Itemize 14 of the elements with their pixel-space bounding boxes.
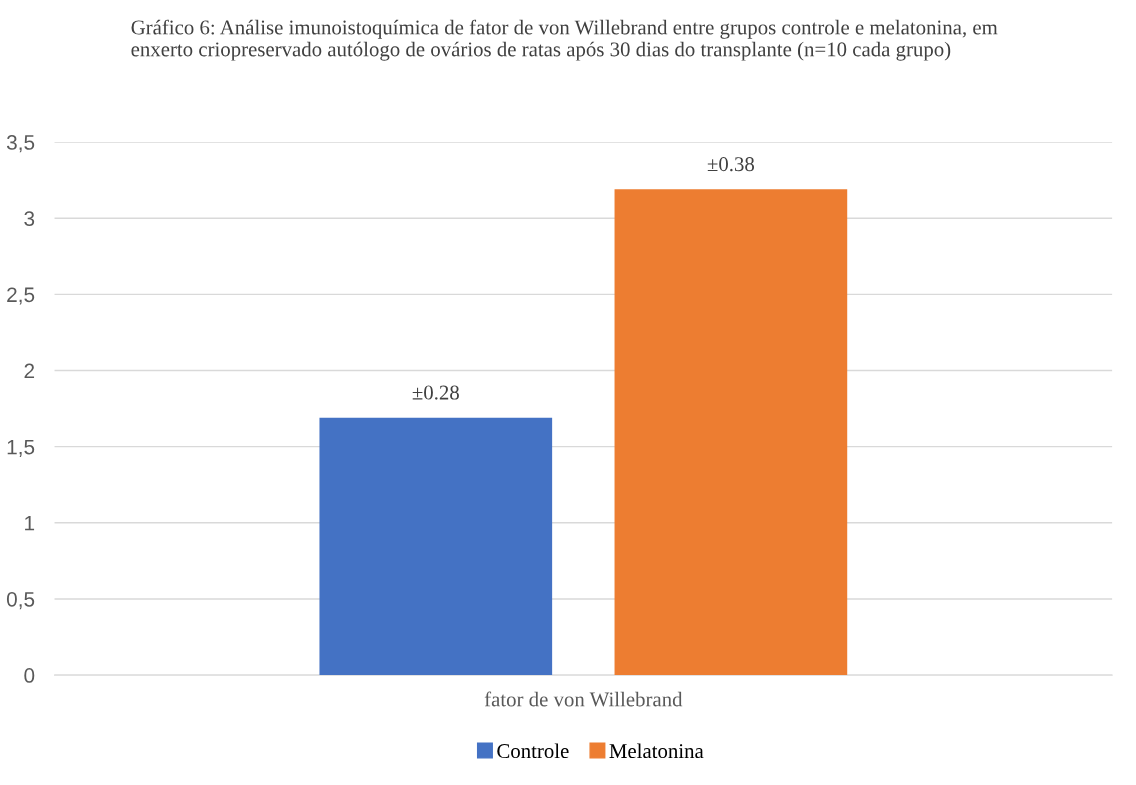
y-tick-label: 0,5 bbox=[6, 591, 35, 610]
chart-title: Gráfico 6: Análise imunoistoquímica de fator de von Willebrand entre grupos controle e melatonina, em enxerto criopreservado autólogo de ovários de ratas após 30 dias do transplante (n=10 cada grupo) bbox=[131, 19, 998, 61]
y-tick-label: 2,5 bbox=[7, 287, 35, 305]
y-tick-label: 1 bbox=[25, 516, 35, 531]
y-tick-label: 3,5 bbox=[6, 135, 35, 153]
legend-label: Controle bbox=[497, 743, 569, 759]
y-tick-label: 1,5 bbox=[7, 439, 35, 457]
annotation: ±0.38 bbox=[707, 157, 755, 172]
y-tick-label: 3 bbox=[24, 211, 35, 226]
x-tick-label: fator de von Willebrand bbox=[484, 691, 683, 707]
y-tick-label: 0 bbox=[24, 668, 35, 683]
legend-label: Melatonina bbox=[609, 743, 704, 759]
annotation: ±0.28 bbox=[412, 385, 459, 400]
y-tick-label: 2 bbox=[24, 363, 35, 379]
